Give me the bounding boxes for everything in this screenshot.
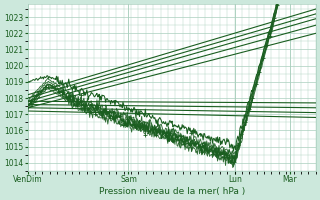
X-axis label: Pression niveau de la mer( hPa ): Pression niveau de la mer( hPa ) [99, 187, 245, 196]
